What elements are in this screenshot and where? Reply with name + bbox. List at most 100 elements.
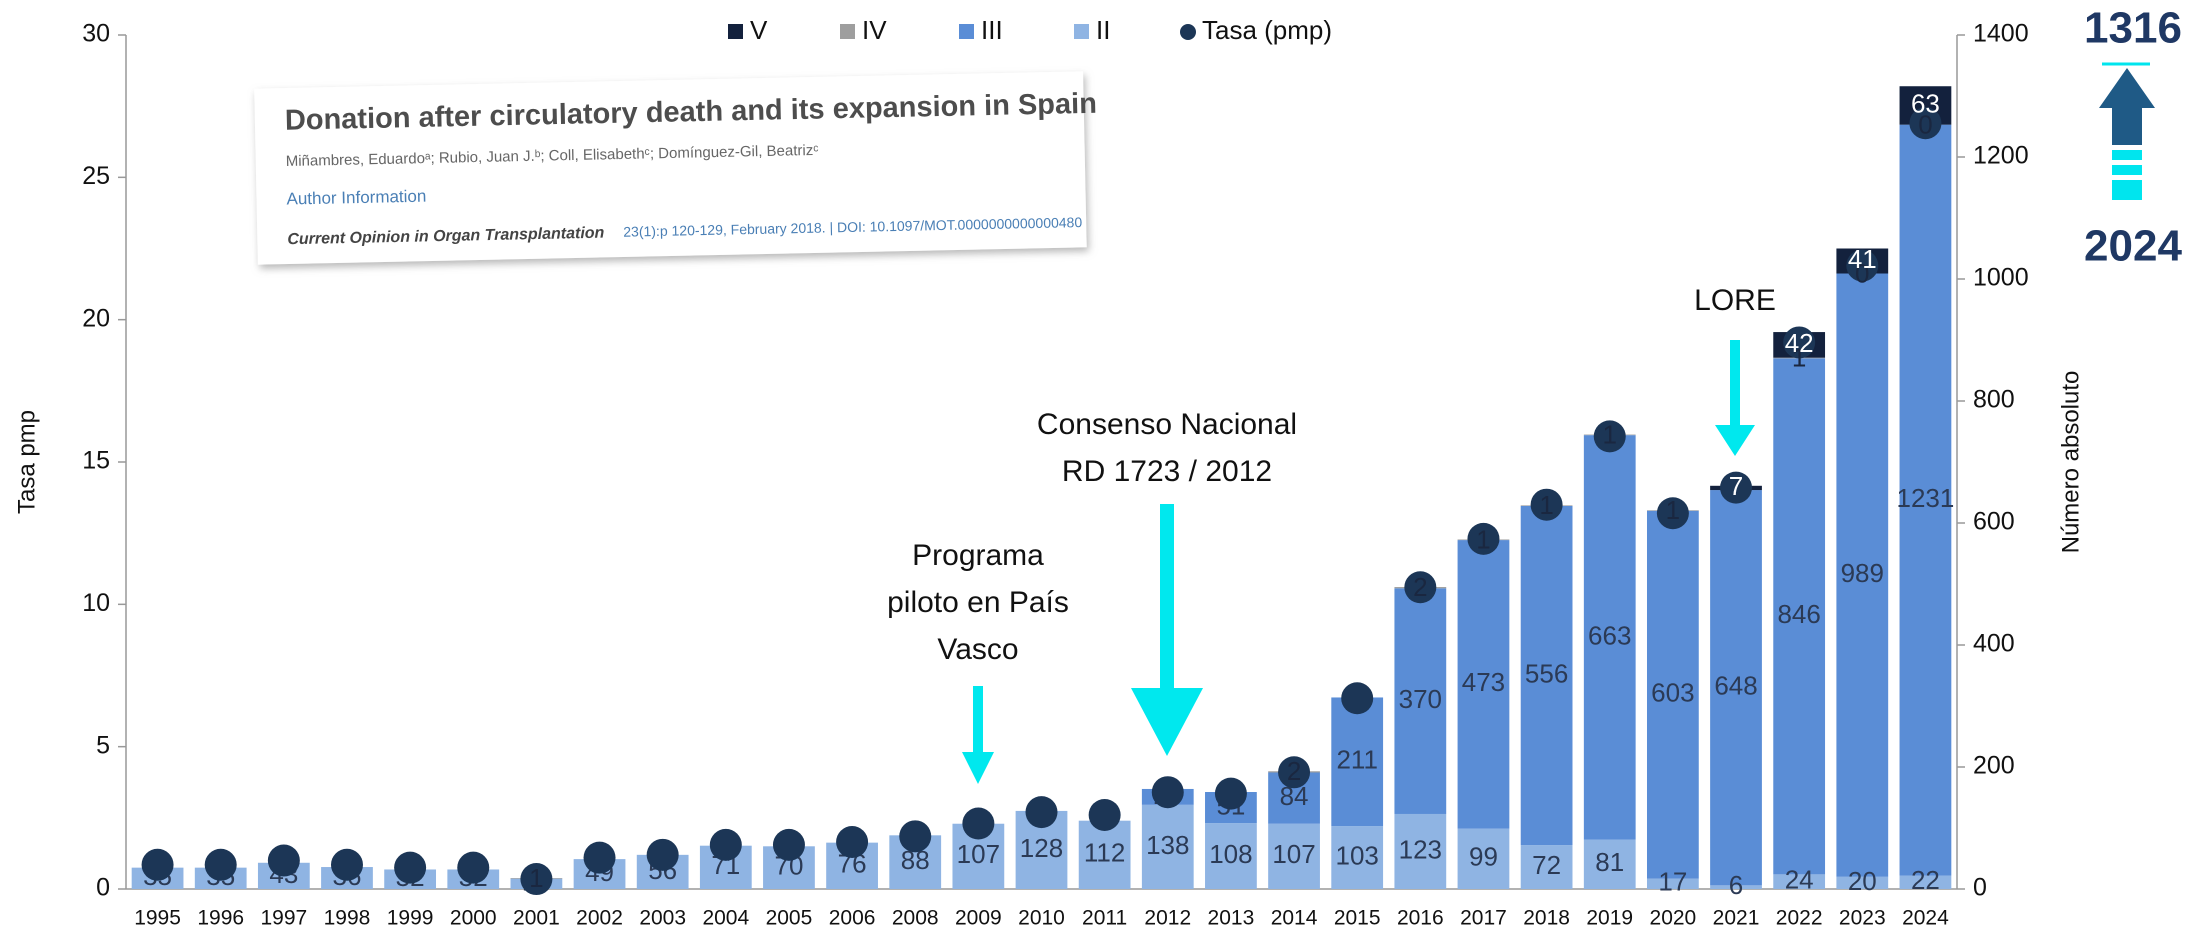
- legend-label: II: [1096, 15, 1110, 45]
- annotation-arrow: [1160, 504, 1174, 688]
- value-label: 24: [1785, 865, 1814, 895]
- x-tick-label: 1998: [324, 907, 371, 929]
- y2-tick-label: 1400: [1973, 20, 2029, 48]
- bar-segment: [1268, 823, 1320, 889]
- x-tick-label: 2019: [1586, 907, 1633, 929]
- value-label: 123: [1399, 834, 1442, 864]
- rate-dot: [1909, 107, 1942, 140]
- rate-dot: [1088, 798, 1121, 831]
- y-tick-label: 30: [82, 20, 110, 48]
- y-tick-label: 10: [82, 589, 110, 617]
- bar-segment: [1331, 826, 1384, 889]
- x-tick-label: 2023: [1839, 907, 1886, 929]
- bar-segment: [1773, 874, 1826, 889]
- legend-label: III: [981, 15, 1003, 45]
- rate-dot: [583, 841, 616, 874]
- value-label: 6: [1729, 870, 1743, 900]
- value-label: 1: [1792, 343, 1806, 373]
- x-tick-label: 2005: [766, 907, 813, 929]
- bar-segment: [1773, 358, 1826, 875]
- rate-dot: [1467, 522, 1500, 555]
- value-label: 648: [1714, 671, 1757, 701]
- x-tick-label: 2012: [1144, 907, 1191, 929]
- value-label: 1: [1476, 524, 1490, 554]
- rate-dot: [204, 848, 237, 881]
- y2-tick-label: 1000: [1973, 264, 2029, 292]
- value-label: 63: [1911, 88, 1940, 118]
- annotation: piloto en País: [887, 586, 1069, 619]
- annotation: Programa: [912, 539, 1044, 572]
- bar-segment: [1078, 820, 1131, 889]
- highlight-arrow: [2099, 68, 2155, 145]
- rate-dot: [772, 828, 805, 861]
- x-tick-label: 2018: [1523, 907, 1570, 929]
- value-label: 0: [1855, 258, 1869, 288]
- rate-dot: [1720, 471, 1753, 504]
- article-inset: Donation after circulatory death and its…: [254, 71, 1097, 265]
- x-tick-label: 2011: [1082, 907, 1127, 929]
- annotation-arrow: [1131, 688, 1203, 756]
- annotation-arrow: [962, 752, 994, 784]
- legend-swatch: [1074, 24, 1089, 39]
- value-label: 370: [1399, 684, 1442, 714]
- value-label: 1: [1539, 490, 1553, 520]
- y-tick-label: 25: [82, 162, 110, 190]
- value-label: 128: [1020, 833, 1063, 863]
- y-tick-label: 0: [96, 874, 110, 902]
- value-label: 107: [1272, 839, 1315, 869]
- bar-segment: [1899, 875, 1952, 889]
- value-label: 17: [1658, 867, 1687, 897]
- rate-dot: [709, 828, 742, 861]
- legend-label: Tasa (pmp): [1202, 15, 1332, 45]
- annotation-arrow: [1715, 425, 1755, 456]
- y-tick-label: 20: [82, 304, 110, 332]
- y2-tick-label: 800: [1973, 386, 2015, 414]
- x-tick-label: 2017: [1460, 907, 1507, 929]
- y-tick-label: 5: [96, 731, 110, 759]
- value-label: 103: [1335, 840, 1378, 870]
- x-tick-label: 2004: [702, 907, 749, 929]
- legend-swatch: [959, 24, 974, 39]
- rate-dot: [1341, 682, 1374, 715]
- rate-dot: [1593, 420, 1626, 453]
- highlight-stripe: [2112, 180, 2142, 200]
- rate-dot: [1151, 776, 1184, 809]
- rate-dot: [330, 848, 363, 881]
- bar-segment: [1646, 878, 1699, 889]
- annotation: LORE: [1694, 284, 1776, 317]
- value-label: 2: [1287, 756, 1301, 786]
- y2-tick-label: 400: [1973, 630, 2015, 658]
- x-tick-label: 2021: [1713, 907, 1760, 929]
- value-label: 603: [1651, 678, 1694, 708]
- y2-tick-label: 600: [1973, 508, 2015, 536]
- bar-segment: [1520, 845, 1573, 889]
- x-tick-label: 2014: [1271, 907, 1318, 929]
- highlight-graphic: 1316 2024: [2084, 4, 2182, 271]
- plot-area: 0510152025300200400600800100012001400199…: [82, 15, 2028, 929]
- annotation: Consenso Nacional: [1037, 408, 1297, 441]
- bar-segment: [1710, 885, 1762, 889]
- bar-segment: [1899, 124, 1952, 876]
- y2-tick-label: 1200: [1973, 142, 2029, 170]
- rate-dot: [646, 838, 679, 871]
- rate-dot: [267, 844, 300, 877]
- bar-segment: [1394, 588, 1447, 814]
- x-tick-label: 2016: [1397, 907, 1444, 929]
- x-tick-label: 1999: [387, 907, 434, 929]
- legend-label: IV: [862, 15, 887, 45]
- bar-segment: [1141, 804, 1194, 889]
- annotation-arrow: [973, 686, 983, 752]
- x-tick-label: 2003: [639, 907, 686, 929]
- rate-dot: [1530, 488, 1563, 521]
- value-label: 663: [1588, 620, 1631, 650]
- inset-citation: Current Opinion in Organ Transplantation: [287, 225, 605, 249]
- value-label: 989: [1841, 558, 1884, 588]
- value-label: 2: [1413, 572, 1427, 602]
- value-label: 112: [1084, 838, 1125, 868]
- value-label: 42: [1785, 328, 1814, 358]
- value-label: 72: [1532, 850, 1561, 880]
- value-label: 41: [1848, 244, 1877, 274]
- annotation-arrow: [1730, 340, 1740, 425]
- x-tick-label: 2006: [829, 907, 876, 929]
- y-tick-label: 15: [82, 447, 110, 475]
